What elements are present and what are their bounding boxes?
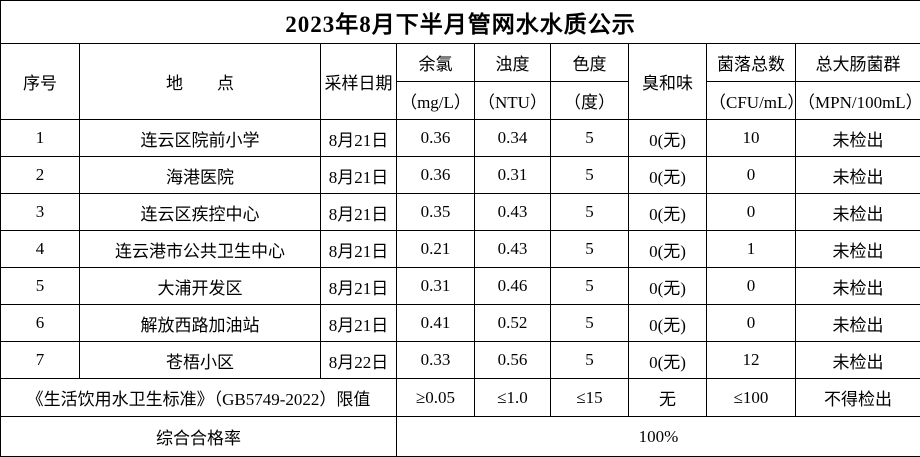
- cell-chroma: 5: [551, 157, 629, 194]
- cell-turbidity: 0.43: [475, 231, 551, 268]
- cell-total-coliform: 未检出: [796, 268, 920, 305]
- col-header-colony-count: 菌落总数: [707, 44, 796, 82]
- cell-residual-chlorine: 0.36: [397, 157, 475, 194]
- cell-turbidity: 0.46: [475, 268, 551, 305]
- cell-odor: 0(无): [629, 194, 707, 231]
- cell-turbidity: 0.34: [475, 120, 551, 157]
- cell-colony-count: 10: [707, 120, 796, 157]
- cell-residual-chlorine: 0.33: [397, 342, 475, 379]
- col-header-seq: 序号: [1, 44, 80, 120]
- cell-total-coliform: 未检出: [796, 305, 920, 342]
- cell-colony-count: 0: [707, 268, 796, 305]
- cell-residual-chlorine: 0.31: [397, 268, 475, 305]
- limit-coliform: 不得检出: [796, 379, 920, 417]
- pass-rate-row: 综合合格率 100%: [1, 417, 920, 457]
- cell-turbidity: 0.52: [475, 305, 551, 342]
- cell-total-coliform: 未检出: [796, 342, 920, 379]
- table-row: 3 连云区疾控中心 8月21日 0.35 0.43 5 0(无) 0 未检出: [1, 194, 920, 231]
- cell-seq: 7: [1, 342, 80, 379]
- cell-location: 解放西路加油站: [80, 305, 321, 342]
- cell-chroma: 5: [551, 305, 629, 342]
- cell-odor: 0(无): [629, 342, 707, 379]
- cell-odor: 0(无): [629, 120, 707, 157]
- cell-sample-date: 8月21日: [321, 120, 397, 157]
- cell-residual-chlorine: 0.36: [397, 120, 475, 157]
- cell-colony-count: 0: [707, 157, 796, 194]
- limit-odor: 无: [629, 379, 707, 417]
- cell-location: 连云港市公共卫生中心: [80, 231, 321, 268]
- cell-total-coliform: 未检出: [796, 157, 920, 194]
- cell-total-coliform: 未检出: [796, 231, 920, 268]
- cell-seq: 2: [1, 157, 80, 194]
- cell-seq: 6: [1, 305, 80, 342]
- col-header-residual-chlorine: 余氯: [397, 44, 475, 82]
- limit-turbidity: ≤1.0: [475, 379, 551, 417]
- cell-seq: 3: [1, 194, 80, 231]
- cell-turbidity: 0.56: [475, 342, 551, 379]
- cell-odor: 0(无): [629, 157, 707, 194]
- cell-location: 大浦开发区: [80, 268, 321, 305]
- col-header-chroma: 色度: [551, 44, 629, 82]
- cell-location: 连云区院前小学: [80, 120, 321, 157]
- unit-chroma: （度）: [551, 82, 629, 120]
- cell-turbidity: 0.31: [475, 157, 551, 194]
- cell-colony-count: 1: [707, 231, 796, 268]
- table-row: 7 苍梧小区 8月22日 0.33 0.56 5 0(无) 12 未检出: [1, 342, 920, 379]
- cell-sample-date: 8月21日: [321, 268, 397, 305]
- table-row: 1 连云区院前小学 8月21日 0.36 0.34 5 0(无) 10 未检出: [1, 120, 920, 157]
- col-header-total-coliform: 总大肠菌群: [796, 44, 920, 82]
- limit-chroma: ≤15: [551, 379, 629, 417]
- unit-turbidity: （NTU）: [475, 82, 551, 120]
- cell-chroma: 5: [551, 268, 629, 305]
- table-row: 6 解放西路加油站 8月21日 0.41 0.52 5 0(无) 0 未检出: [1, 305, 920, 342]
- cell-odor: 0(无): [629, 305, 707, 342]
- cell-residual-chlorine: 0.21: [397, 231, 475, 268]
- cell-sample-date: 8月22日: [321, 342, 397, 379]
- cell-chroma: 5: [551, 194, 629, 231]
- cell-turbidity: 0.43: [475, 194, 551, 231]
- col-header-location: 地 点: [80, 44, 321, 120]
- cell-chroma: 5: [551, 231, 629, 268]
- cell-total-coliform: 未检出: [796, 194, 920, 231]
- cell-chroma: 5: [551, 120, 629, 157]
- unit-total-coliform: （MPN/100mL）: [796, 82, 920, 120]
- cell-colony-count: 0: [707, 194, 796, 231]
- cell-odor: 0(无): [629, 268, 707, 305]
- cell-seq: 4: [1, 231, 80, 268]
- col-header-sample-date: 采样日期: [321, 44, 397, 120]
- header-row-top: 序号 地 点 采样日期 余氯 浊度 色度 臭和味 菌落总数 总大肠菌群: [1, 44, 920, 82]
- cell-seq: 5: [1, 268, 80, 305]
- cell-location: 连云区疾控中心: [80, 194, 321, 231]
- cell-sample-date: 8月21日: [321, 157, 397, 194]
- title-row: 2023年8月下半月管网水水质公示: [1, 1, 920, 44]
- cell-colony-count: 12: [707, 342, 796, 379]
- page-title: 2023年8月下半月管网水水质公示: [1, 1, 920, 44]
- cell-seq: 1: [1, 120, 80, 157]
- pass-rate-label: 综合合格率: [1, 417, 397, 457]
- cell-sample-date: 8月21日: [321, 194, 397, 231]
- cell-location: 苍梧小区: [80, 342, 321, 379]
- limit-row-label: 《生活饮用水卫生标准》（GB5749-2022）限值: [1, 379, 397, 417]
- col-header-odor: 臭和味: [629, 44, 707, 120]
- standard-limit-row: 《生活饮用水卫生标准》（GB5749-2022）限值 ≥0.05 ≤1.0 ≤1…: [1, 379, 920, 417]
- unit-residual-chlorine: （mg/L）: [397, 82, 475, 120]
- table-row: 2 海港医院 8月21日 0.36 0.31 5 0(无) 0 未检出: [1, 157, 920, 194]
- cell-residual-chlorine: 0.35: [397, 194, 475, 231]
- limit-colony: ≤100: [707, 379, 796, 417]
- cell-colony-count: 0: [707, 305, 796, 342]
- limit-chlorine: ≥0.05: [397, 379, 475, 417]
- cell-location: 海港医院: [80, 157, 321, 194]
- cell-sample-date: 8月21日: [321, 231, 397, 268]
- col-header-turbidity: 浊度: [475, 44, 551, 82]
- pass-rate-value: 100%: [397, 417, 920, 457]
- cell-residual-chlorine: 0.41: [397, 305, 475, 342]
- table-row: 5 大浦开发区 8月21日 0.31 0.46 5 0(无) 0 未检出: [1, 268, 920, 305]
- cell-chroma: 5: [551, 342, 629, 379]
- cell-sample-date: 8月21日: [321, 305, 397, 342]
- unit-colony-count: （CFU/mL）: [707, 82, 796, 120]
- cell-total-coliform: 未检出: [796, 120, 920, 157]
- table-row: 4 连云港市公共卫生中心 8月21日 0.21 0.43 5 0(无) 1 未检…: [1, 231, 920, 268]
- cell-odor: 0(无): [629, 231, 707, 268]
